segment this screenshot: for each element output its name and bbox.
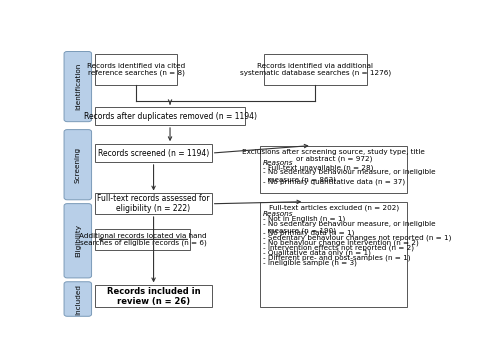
Text: Records identified via additional
systematic database searches (n = 1276): Records identified via additional system… — [240, 63, 391, 76]
Text: Identification: Identification — [75, 63, 81, 110]
Text: - Sedentary behaviour changes not reported (n = 1): - Sedentary behaviour changes not report… — [263, 235, 452, 241]
Text: Exclusions after screening source, study type, title
or abstract (n = 972): Exclusions after screening source, study… — [242, 149, 425, 162]
FancyBboxPatch shape — [64, 130, 92, 200]
Text: Reasons: Reasons — [263, 211, 294, 217]
Text: - Not in English (n = 1): - Not in English (n = 1) — [263, 216, 345, 222]
Text: Included: Included — [75, 283, 81, 314]
Text: - Qualitative data only (n = 1): - Qualitative data only (n = 1) — [263, 250, 371, 256]
Text: Eligibility: Eligibility — [75, 224, 81, 257]
Text: Full-text articles excluded (n = 202): Full-text articles excluded (n = 202) — [268, 205, 399, 211]
Text: Records included in
review (n = 26): Records included in review (n = 26) — [107, 287, 200, 306]
FancyBboxPatch shape — [260, 202, 408, 307]
Text: - No sedentary behaviour measure, or ineligible
  measure (n = 190): - No sedentary behaviour measure, or ine… — [263, 221, 436, 234]
Text: - Intervention effects not reported (n = 2): - Intervention effects not reported (n =… — [263, 245, 414, 251]
FancyBboxPatch shape — [64, 52, 92, 122]
Text: Records identified via cited
reference searches (n = 8): Records identified via cited reference s… — [87, 63, 185, 76]
Text: - No primary data (n = 1): - No primary data (n = 1) — [263, 230, 354, 236]
Text: - Ineligible sample (n = 3): - Ineligible sample (n = 3) — [263, 260, 357, 266]
Text: - Different pre- and post-samples (n = 1): - Different pre- and post-samples (n = 1… — [263, 255, 410, 261]
FancyBboxPatch shape — [96, 194, 212, 214]
FancyBboxPatch shape — [96, 54, 177, 85]
FancyBboxPatch shape — [64, 282, 92, 316]
FancyBboxPatch shape — [96, 107, 244, 125]
FancyBboxPatch shape — [64, 204, 92, 278]
FancyBboxPatch shape — [260, 146, 408, 194]
Text: Additional records located via hand
searches of eligible records (n = 6): Additional records located via hand sear… — [79, 233, 206, 246]
Text: - Full-text unavailable (n = 28): - Full-text unavailable (n = 28) — [263, 164, 374, 171]
Text: Screening: Screening — [75, 147, 81, 183]
FancyBboxPatch shape — [96, 144, 212, 162]
Text: - No behaviour change intervention (n = 2): - No behaviour change intervention (n = … — [263, 240, 419, 246]
FancyBboxPatch shape — [96, 285, 212, 307]
FancyBboxPatch shape — [96, 229, 190, 250]
Text: Records after duplicates removed (n = 1194): Records after duplicates removed (n = 11… — [84, 111, 256, 121]
FancyBboxPatch shape — [264, 54, 366, 85]
Text: Reasons: Reasons — [263, 160, 294, 166]
Text: - No sedentary behaviour measure, or ineligible
  measure (n = 863): - No sedentary behaviour measure, or ine… — [263, 169, 436, 183]
Text: - No primary quantitative data (n = 37): - No primary quantitative data (n = 37) — [263, 179, 406, 185]
Text: Records screened (n = 1194): Records screened (n = 1194) — [98, 148, 209, 158]
Text: Full-text records assessed for
eligibility (n = 222): Full-text records assessed for eligibili… — [98, 194, 210, 214]
